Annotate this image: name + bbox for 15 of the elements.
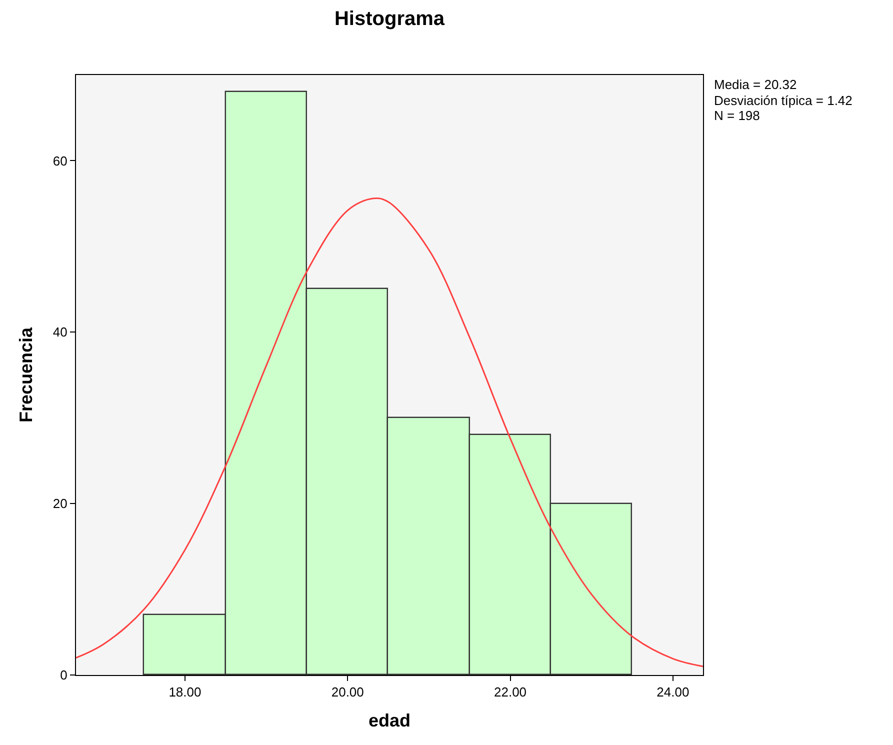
y-axis-title: Frecuencia [16, 326, 36, 423]
text: Desviación típica = 1.42 [714, 93, 852, 108]
text: Media = 20.32 [714, 77, 797, 92]
x-tick-label: 22.00 [494, 684, 527, 700]
text: N = 198 [714, 108, 760, 123]
y-tick-label: 40 [52, 324, 68, 340]
y-tick-label: 60 [52, 153, 68, 168]
y-tick-label: 20 [52, 496, 68, 512]
x-axis-title: edad [368, 710, 411, 731]
x-tick-label: 24.00 [656, 684, 690, 700]
x-tick-label: 18.00 [168, 684, 202, 700]
chart-title: Histograma [334, 8, 446, 30]
x-tick-label: 20.00 [331, 684, 364, 700]
y-tick-label: 0 [60, 668, 68, 683]
line-series [76, 198, 703, 668]
